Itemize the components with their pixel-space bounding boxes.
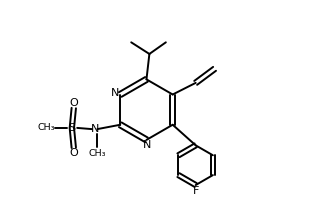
Text: N: N (91, 124, 99, 134)
Text: CH₃: CH₃ (89, 149, 106, 158)
Text: N: N (111, 88, 119, 98)
Text: O: O (70, 148, 78, 158)
Text: CH₃: CH₃ (37, 123, 55, 132)
Text: N: N (143, 140, 151, 150)
Text: F: F (193, 186, 199, 196)
Text: S: S (68, 123, 75, 133)
Text: O: O (70, 98, 78, 108)
